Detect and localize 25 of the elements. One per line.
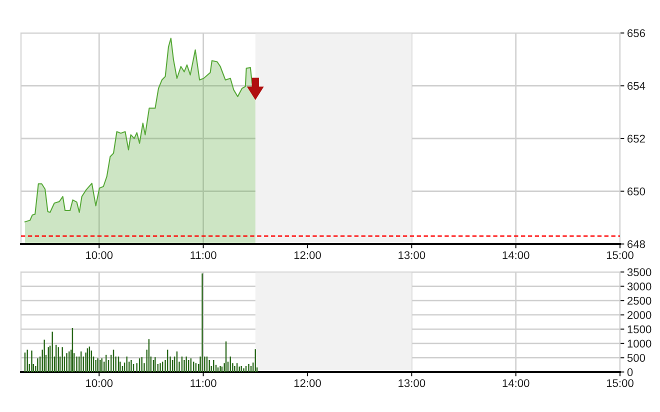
x-tick-label: 12:00 [294,251,321,260]
x-tick-label: 14:00 [502,251,530,260]
x-tick-label: 13:00 [398,379,426,388]
y-tick-label: 650 [628,188,646,196]
y-tick-label: 500 [627,354,646,362]
x-tick-label: 13:00 [398,251,426,260]
x-tick-label: 14:00 [502,379,530,388]
y-tick-label: 1000 [628,340,652,348]
y-tick-label: 2500 [628,296,652,305]
x-tick-label: 11:00 [190,251,216,260]
y-tick-label: 654 [628,82,646,90]
y-tick-label: 3500 [627,268,652,276]
x-tick-label: 15:00 [606,379,634,388]
x-tick-label: 12:00 [294,379,321,388]
y-tick-label: 1500 [628,325,652,334]
y-tick-label: 0 [627,368,633,376]
x-tick-label: 10:00 [86,251,113,260]
y-tick-label: 656 [628,29,645,38]
x-tick-label: 10:00 [86,379,113,388]
y-tick-label: 3000 [627,282,652,290]
x-tick-label: 15:00 [606,251,634,260]
y-tick-label: 648 [628,240,645,248]
x-tick-label: 11:00 [190,379,216,388]
y-tick-label: 2000 [628,311,652,319]
y-tick-label: 652 [628,134,645,143]
